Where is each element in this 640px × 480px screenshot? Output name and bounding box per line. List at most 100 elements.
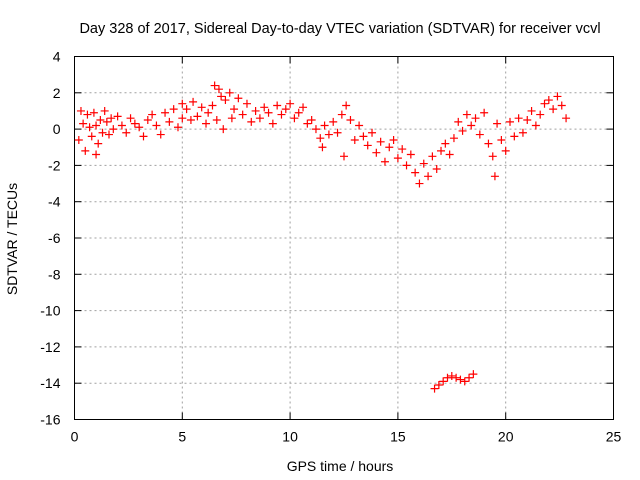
data-point xyxy=(76,106,85,115)
data-point xyxy=(514,114,523,123)
data-point xyxy=(454,117,463,126)
data-point xyxy=(437,146,446,155)
data-point xyxy=(178,99,187,108)
data-point xyxy=(324,130,333,139)
data-point xyxy=(109,125,118,134)
x-tick-label: 5 xyxy=(178,429,186,445)
data-point xyxy=(415,179,424,188)
data-point xyxy=(94,139,103,148)
data-point xyxy=(447,371,456,380)
y-tick-label: 0 xyxy=(53,121,61,137)
x-tick-label: 15 xyxy=(390,429,406,445)
data-point xyxy=(443,373,452,382)
data-point xyxy=(126,114,135,123)
data-point xyxy=(242,99,251,108)
data-point xyxy=(299,103,308,112)
data-point xyxy=(290,114,299,123)
y-tick-label: -2 xyxy=(48,157,61,173)
data-point xyxy=(202,119,211,128)
data-point xyxy=(506,117,515,126)
data-point xyxy=(214,85,223,94)
data-point xyxy=(104,130,113,139)
x-tick-label: 25 xyxy=(606,429,622,445)
data-point xyxy=(368,128,377,137)
data-point xyxy=(439,377,448,386)
data-point xyxy=(340,152,348,161)
data-point xyxy=(92,121,101,130)
data-point xyxy=(135,123,144,132)
y-tick-label: -14 xyxy=(40,375,60,391)
data-point xyxy=(402,161,411,170)
data-point xyxy=(102,117,111,126)
data-point xyxy=(355,121,364,130)
data-point xyxy=(260,103,269,112)
data-point xyxy=(210,81,219,90)
data-point xyxy=(98,128,107,137)
x-tick-label: 0 xyxy=(71,429,79,445)
data-point xyxy=(100,106,109,115)
data-point xyxy=(393,154,402,163)
data-point xyxy=(219,125,228,134)
data-point xyxy=(523,116,532,125)
data-point xyxy=(462,110,471,119)
data-point xyxy=(156,130,165,139)
data-point xyxy=(117,121,126,130)
data-point xyxy=(460,377,469,386)
data-point xyxy=(359,132,368,141)
data-point xyxy=(527,106,536,115)
data-point xyxy=(286,99,295,108)
data-point xyxy=(452,373,461,382)
data-point xyxy=(143,116,152,125)
data-point xyxy=(92,150,101,159)
data-point xyxy=(320,121,329,130)
data-point xyxy=(221,96,230,105)
data-point xyxy=(445,150,454,159)
data-point xyxy=(307,116,316,125)
data-point xyxy=(544,96,553,105)
data-point xyxy=(89,108,98,117)
data-point xyxy=(557,101,566,110)
data-point xyxy=(204,108,213,117)
data-point xyxy=(81,146,90,155)
data-point xyxy=(83,110,92,119)
data-point xyxy=(389,135,398,144)
data-point xyxy=(497,135,506,144)
data-point xyxy=(434,381,443,390)
data-point xyxy=(411,168,420,177)
data-point xyxy=(456,375,465,384)
data-point xyxy=(493,119,502,128)
data-point xyxy=(182,105,191,114)
chart-title: Day 328 of 2017, Sidereal Day-to-day VTE… xyxy=(79,21,600,37)
x-axis-title: GPS time / hours xyxy=(287,458,394,474)
y-tick-label: 4 xyxy=(53,49,61,65)
data-point xyxy=(480,108,489,117)
data-point xyxy=(178,114,187,123)
data-point xyxy=(372,148,381,157)
data-point xyxy=(441,139,450,148)
y-tick-label: -16 xyxy=(40,412,60,428)
y-tick-label: -6 xyxy=(48,230,61,246)
data-point xyxy=(122,128,131,137)
data-point xyxy=(490,172,499,181)
data-point xyxy=(467,121,476,130)
data-point xyxy=(139,132,148,141)
data-point xyxy=(197,103,206,112)
data-points xyxy=(74,81,571,393)
data-point xyxy=(549,105,558,114)
data-point xyxy=(510,132,519,141)
data-point xyxy=(469,370,478,379)
data-point xyxy=(225,88,234,97)
data-point xyxy=(380,157,389,166)
data-point xyxy=(251,106,260,115)
data-point xyxy=(337,110,346,119)
data-point xyxy=(350,135,359,144)
data-point xyxy=(385,143,394,152)
y-tick-label: -4 xyxy=(48,194,61,210)
data-point xyxy=(186,116,195,125)
data-point xyxy=(458,126,467,135)
data-point xyxy=(273,101,282,110)
data-point xyxy=(540,99,549,108)
data-point xyxy=(247,117,256,126)
